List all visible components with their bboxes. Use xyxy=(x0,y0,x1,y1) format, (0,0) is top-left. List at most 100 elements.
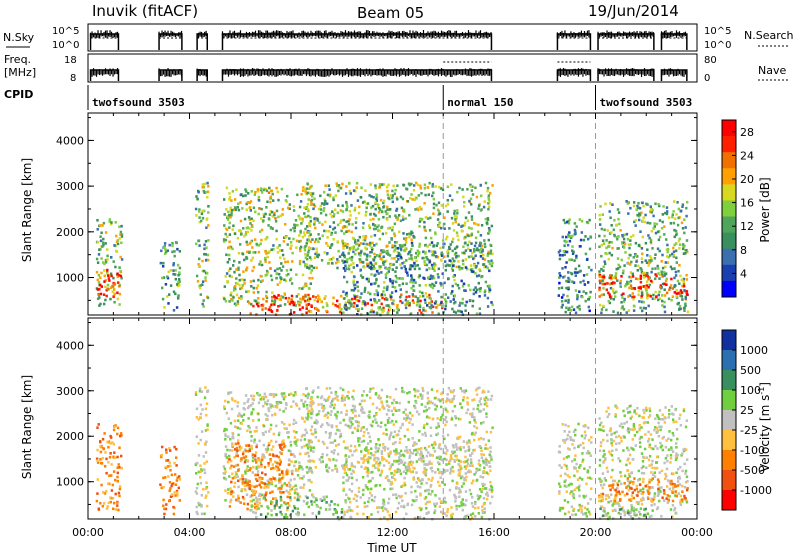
data-cell xyxy=(385,267,388,270)
data-cell xyxy=(641,235,644,239)
data-cell xyxy=(382,309,385,312)
data-cell xyxy=(422,409,426,413)
data-cell xyxy=(613,291,616,295)
data-cell xyxy=(224,232,227,236)
data-cell xyxy=(231,228,234,231)
data-cell xyxy=(447,462,451,465)
data-cell xyxy=(609,286,613,290)
data-cell xyxy=(470,189,474,192)
data-cell xyxy=(572,308,576,311)
data-cell xyxy=(443,437,446,441)
data-cell xyxy=(255,496,258,500)
data-cell xyxy=(424,244,427,247)
data-cell xyxy=(117,281,120,284)
data-cell xyxy=(318,221,321,224)
data-cell xyxy=(598,288,601,292)
data-cell xyxy=(397,214,401,217)
data-cell xyxy=(482,408,485,411)
data-cell xyxy=(313,256,316,259)
data-cell xyxy=(672,210,675,213)
data-cell xyxy=(452,389,456,392)
data-cell xyxy=(311,238,314,241)
data-cell xyxy=(301,189,305,192)
data-cell xyxy=(298,495,301,498)
data-cell xyxy=(305,404,309,407)
data-cell xyxy=(368,254,372,258)
data-cell xyxy=(613,281,616,285)
data-cell xyxy=(408,421,411,424)
data-cell xyxy=(398,441,401,444)
data-cell xyxy=(565,306,568,310)
data-cell xyxy=(600,293,603,297)
data-cell xyxy=(454,311,458,314)
data-cell xyxy=(422,256,426,260)
data-cell xyxy=(260,463,263,467)
data-cell xyxy=(466,188,469,191)
data-cell xyxy=(320,202,324,205)
data-cell xyxy=(434,300,438,303)
data-cell xyxy=(112,428,116,432)
data-cell xyxy=(280,443,283,447)
data-cell xyxy=(281,296,285,299)
data-cell xyxy=(673,285,676,289)
data-cell xyxy=(571,234,574,238)
data-cell xyxy=(250,229,253,232)
data-cell xyxy=(310,202,313,205)
data-cell xyxy=(574,274,577,277)
data-cell xyxy=(357,308,360,311)
data-cell xyxy=(342,290,345,294)
data-cell xyxy=(463,224,466,227)
data-cell xyxy=(471,268,474,271)
data-cell xyxy=(415,442,418,446)
data-cell xyxy=(165,503,168,506)
data-cell xyxy=(650,211,653,214)
data-cell xyxy=(644,271,647,275)
data-cell xyxy=(225,228,229,231)
data-cell xyxy=(313,220,316,223)
data-cell xyxy=(113,283,116,286)
data-cell xyxy=(233,448,237,451)
data-cell xyxy=(263,465,267,469)
data-cell xyxy=(562,293,565,297)
data-cell xyxy=(195,416,198,419)
data-cell xyxy=(339,310,342,314)
data-cell xyxy=(268,483,271,486)
data-cell xyxy=(380,452,384,456)
data-cell xyxy=(298,260,302,263)
data-cell xyxy=(285,269,289,272)
data-cell xyxy=(680,295,684,298)
data-cell xyxy=(391,200,394,204)
data-cell xyxy=(201,283,204,286)
data-cell xyxy=(162,476,165,480)
data-cell xyxy=(225,456,228,459)
data-cell xyxy=(303,206,306,209)
data-cell xyxy=(650,279,653,283)
data-cell xyxy=(114,221,117,224)
data-cell xyxy=(657,298,660,302)
data-cell xyxy=(337,443,340,446)
data-cell xyxy=(642,204,645,208)
data-cell xyxy=(286,508,289,512)
data-cell xyxy=(682,252,686,255)
data-cell xyxy=(361,302,364,305)
data-cell xyxy=(639,285,642,289)
data-cell xyxy=(369,266,372,269)
data-cell xyxy=(399,255,403,259)
data-cell xyxy=(248,447,251,451)
data-cell xyxy=(467,445,470,448)
data-cell xyxy=(446,249,450,252)
data-cell xyxy=(478,400,481,403)
data-cell xyxy=(233,485,236,488)
data-cell xyxy=(415,196,418,200)
data-cell xyxy=(254,191,257,194)
data-cell xyxy=(311,493,314,496)
nave-label: Nave xyxy=(758,64,786,77)
data-cell xyxy=(450,292,453,295)
data-cell xyxy=(456,458,459,462)
data-cell xyxy=(277,215,280,219)
data-cell xyxy=(616,279,619,282)
data-cell xyxy=(232,224,235,228)
data-cell xyxy=(430,236,433,240)
data-cell xyxy=(269,210,272,213)
data-cell xyxy=(168,293,171,296)
